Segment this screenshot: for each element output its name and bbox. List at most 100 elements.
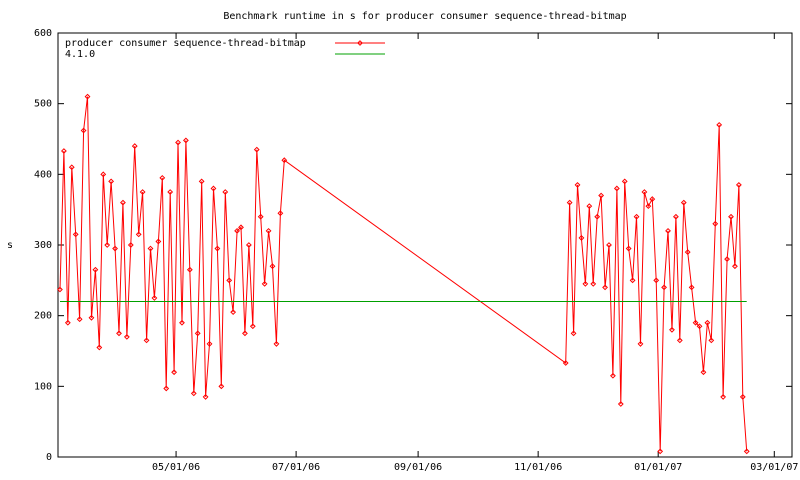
data-point [88, 314, 95, 321]
data-point [273, 341, 280, 347]
y-tick-label: 500 [34, 99, 52, 110]
data-point [610, 372, 616, 379]
legend-label: producer consumer sequence-thread-bitmap [65, 38, 306, 49]
chart-title: Benchmark runtime in s for producer cons… [223, 11, 626, 22]
data-point [570, 330, 577, 337]
legend-label: 4.1.0 [65, 49, 95, 60]
data-point [728, 213, 734, 220]
data-point [696, 323, 703, 330]
data-point [712, 220, 719, 227]
data-point [649, 196, 656, 202]
data-point [92, 266, 99, 273]
data-point [159, 174, 166, 181]
data-point [80, 127, 87, 134]
data-point [127, 242, 134, 248]
data-point [171, 369, 178, 376]
data-point [186, 266, 193, 273]
data-point [116, 330, 122, 337]
data-point [566, 199, 573, 206]
data-point [629, 277, 636, 284]
data-point [704, 319, 711, 326]
x-tick-label: 09/01/06 [394, 462, 442, 473]
data-point [735, 182, 742, 188]
data-point [700, 369, 707, 376]
data-point [143, 337, 150, 344]
data-point [265, 227, 272, 234]
data-point [613, 185, 620, 192]
data-point [716, 121, 723, 128]
data-point [732, 263, 738, 270]
series-line [59, 96, 748, 452]
x-tick-label: 01/01/07 [634, 462, 682, 473]
data-point [214, 245, 221, 252]
data-point [249, 323, 256, 330]
data-point [238, 224, 244, 231]
data-point [665, 227, 671, 234]
y-tick-label: 100 [34, 381, 52, 392]
data-point [257, 213, 264, 220]
data-point [633, 213, 640, 220]
data-point [100, 171, 107, 178]
data-point [602, 284, 608, 291]
y-tick-label: 300 [34, 240, 52, 251]
data-point [590, 280, 597, 287]
data-point [183, 137, 189, 144]
data-point [72, 231, 79, 238]
x-tick-label: 07/01/06 [272, 462, 320, 473]
data-point [277, 210, 284, 217]
data-point [167, 189, 174, 195]
data-point [131, 143, 138, 149]
data-point [120, 199, 126, 206]
data-point [641, 189, 648, 195]
data-point [253, 146, 260, 153]
data-point [269, 263, 276, 270]
data-point [104, 242, 111, 248]
data-point [684, 249, 691, 255]
data-point [582, 280, 589, 287]
data-point [96, 344, 103, 351]
data-point [625, 245, 632, 252]
data-point [226, 277, 233, 284]
data-point [739, 394, 746, 400]
data-point [708, 337, 715, 344]
data-point [60, 148, 67, 154]
data-point [653, 277, 660, 284]
data-point [222, 189, 229, 195]
data-point [230, 309, 237, 316]
data-point [64, 319, 71, 326]
data-point [179, 319, 185, 326]
data-point [606, 242, 612, 248]
data-point [163, 385, 170, 392]
data-point [84, 93, 91, 100]
y-axis-label: s [7, 240, 13, 251]
data-point [574, 182, 581, 188]
x-tick-label: 05/01/06 [152, 462, 200, 473]
data-point [676, 337, 683, 344]
data-point [661, 284, 667, 291]
data-point [594, 213, 601, 220]
y-tick-label: 400 [34, 169, 52, 180]
data-point [210, 185, 217, 192]
data-point [190, 390, 197, 397]
data-point [645, 203, 652, 210]
data-point [151, 295, 158, 301]
data-point [112, 245, 118, 252]
data-point [202, 394, 209, 400]
data-point [175, 139, 181, 146]
data-point [621, 178, 628, 185]
data-point [147, 245, 154, 252]
data-point [139, 189, 146, 195]
y-tick-label: 600 [34, 28, 52, 39]
data-point [108, 178, 115, 185]
data-point [743, 448, 750, 455]
y-tick-label: 200 [34, 311, 52, 322]
data-point [198, 178, 205, 185]
data-point [692, 319, 699, 326]
data-point [724, 256, 730, 263]
data-point [245, 242, 252, 248]
data-point [562, 360, 569, 366]
data-point [206, 341, 213, 347]
x-tick-label: 11/01/06 [514, 462, 562, 473]
data-point [669, 326, 675, 333]
